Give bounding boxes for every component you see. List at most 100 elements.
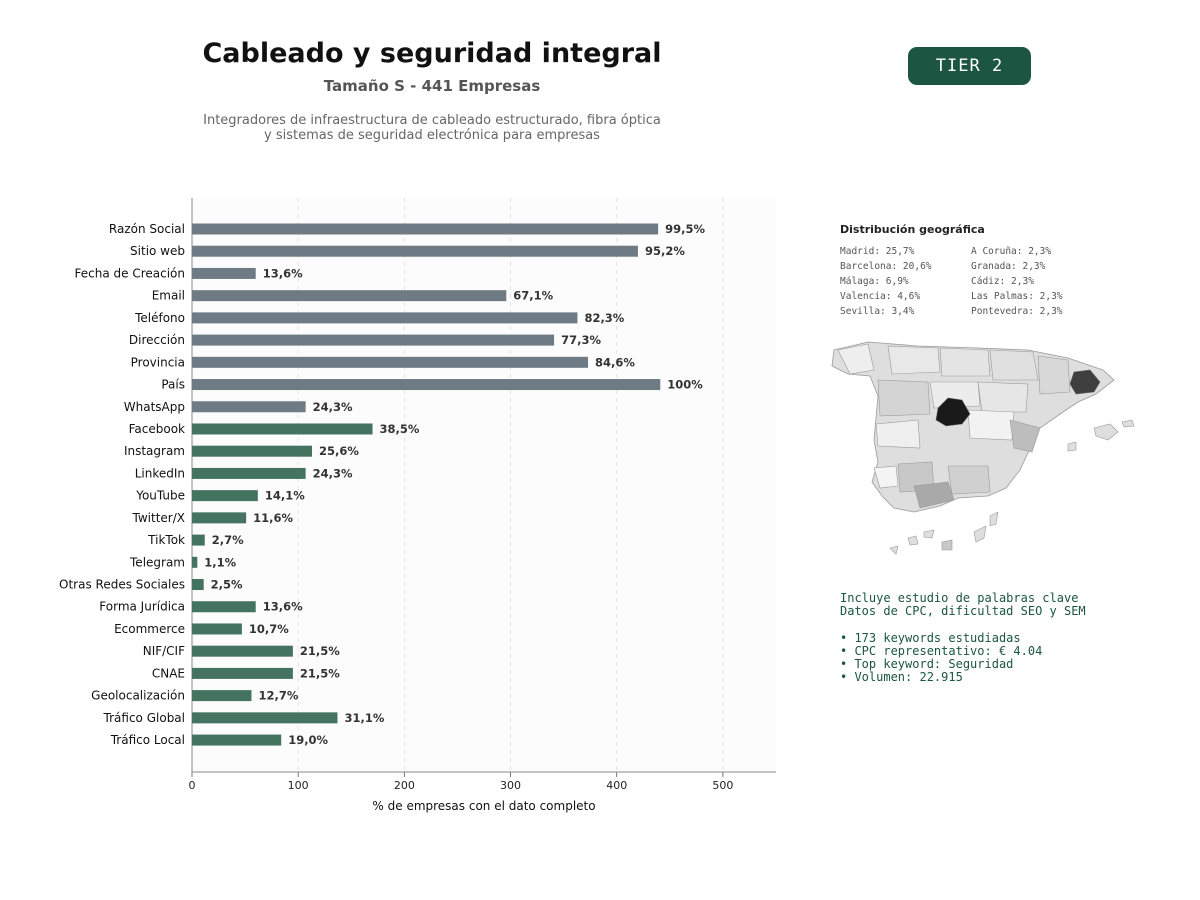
bar xyxy=(192,512,247,524)
x-tick-label: 200 xyxy=(394,779,415,792)
geo-item: Pontevedra: 2,3% xyxy=(971,306,1063,317)
description-line-1: Integradores de infraestructura de cable… xyxy=(203,113,661,128)
bar-value-label: 67,1% xyxy=(513,289,553,303)
bar xyxy=(192,267,256,279)
geo-item: Madrid: 25,7% xyxy=(840,246,915,257)
category-label: Razón Social xyxy=(109,222,185,236)
category-label: Teléfono xyxy=(134,311,185,325)
bar xyxy=(192,379,661,391)
geo-item: Cádiz: 2,3% xyxy=(971,276,1034,287)
bar-value-label: 82,3% xyxy=(584,311,624,325)
bar-value-label: 77,3% xyxy=(561,333,601,347)
spain-map xyxy=(831,341,1135,555)
bar xyxy=(192,734,282,746)
bar-value-label: 21,5% xyxy=(300,666,340,680)
bar xyxy=(192,712,338,724)
bar-value-label: 1,1% xyxy=(204,555,236,569)
category-label: NIF/CIF xyxy=(143,644,185,658)
map-ibiza xyxy=(1067,441,1077,452)
map-region xyxy=(873,465,899,489)
bar xyxy=(192,556,198,568)
map-region xyxy=(939,347,991,377)
category-label: WhatsApp xyxy=(124,400,185,414)
category-label: Geolocalización xyxy=(91,689,185,703)
bar-value-label: 2,7% xyxy=(212,533,244,547)
bar-value-label: 100% xyxy=(667,378,703,392)
bar-value-label: 19,0% xyxy=(288,733,328,747)
bar xyxy=(192,223,659,235)
map-region xyxy=(989,349,1039,381)
map-madrid xyxy=(935,397,971,427)
category-label: Forma Jurídica xyxy=(99,600,185,614)
map-region xyxy=(913,481,955,509)
map-barcelona xyxy=(1069,369,1101,395)
bar-value-label: 24,3% xyxy=(313,400,353,414)
geo-item: Las Palmas: 2,3% xyxy=(971,291,1063,302)
bar xyxy=(192,645,293,657)
category-label: Sitio web xyxy=(130,244,185,258)
bar xyxy=(192,667,293,679)
category-label: Provincia xyxy=(131,355,185,369)
bar-value-label: 84,6% xyxy=(595,355,635,369)
page-title: Cableado y seguridad integral xyxy=(202,38,662,69)
bar xyxy=(192,245,638,257)
geo-title: Distribución geográfica xyxy=(840,223,985,236)
description-line-2: y sistemas de seguridad electrónica para… xyxy=(264,128,600,143)
header: Cableado y seguridad integral Tamaño S -… xyxy=(150,38,714,143)
bar-chart: 0 100 200 300 400 500 Razón Social 99,5% Sitio w… xyxy=(59,198,776,813)
map-canary-4 xyxy=(941,539,953,551)
category-label: Facebook xyxy=(129,422,185,436)
map-region xyxy=(1009,419,1041,453)
bar-value-label: 2,5% xyxy=(211,578,243,592)
category-label: Dirección xyxy=(129,333,185,347)
bar xyxy=(192,690,252,702)
bar xyxy=(192,534,205,546)
bar-value-label: 38,5% xyxy=(380,422,420,436)
bar-value-label: 95,2% xyxy=(645,244,685,258)
plot-area xyxy=(192,198,776,772)
bar-value-label: 31,1% xyxy=(344,711,384,725)
geo-item: A Coruña: 2,3% xyxy=(971,246,1052,257)
keywords-bullet: • 173 keywords estudiadas xyxy=(840,630,1021,645)
bar-value-label: 25,6% xyxy=(319,444,359,458)
bar-value-label: 21,5% xyxy=(300,644,340,658)
bar xyxy=(192,623,242,635)
category-label: Telegram xyxy=(129,555,185,569)
category-label: Tráfico Global xyxy=(103,711,185,725)
map-region xyxy=(875,419,921,449)
bar-value-label: 24,3% xyxy=(313,466,353,480)
x-tick-label: 500 xyxy=(712,779,733,792)
category-label: Instagram xyxy=(124,444,185,458)
bar-value-label: 12,7% xyxy=(258,689,298,703)
map-region xyxy=(947,465,991,495)
map-region xyxy=(1037,355,1071,395)
map-region xyxy=(837,343,875,375)
x-tick-label: 100 xyxy=(288,779,309,792)
keywords-bullet: • Top keyword: Seguridad xyxy=(840,657,1014,672)
geo-list: Madrid: 25,7% A Coruña: 2,3% Barcelona: … xyxy=(840,246,1100,317)
x-tick-label: 400 xyxy=(606,779,627,792)
x-axis-label: % de empresas con el dato completo xyxy=(372,799,595,813)
map-region xyxy=(967,409,1015,441)
category-label: País xyxy=(161,378,185,392)
x-tick-label: 300 xyxy=(500,779,521,792)
bar-value-label: 13,6% xyxy=(263,266,303,280)
bar xyxy=(192,467,306,479)
map-region xyxy=(977,381,1029,413)
keywords-bullet: • Volumen: 22.915 xyxy=(840,670,963,685)
geo-item: Málaga: 6,9% xyxy=(840,276,909,287)
category-label: Otras Redes Sociales xyxy=(59,578,185,592)
category-label: Tráfico Local xyxy=(110,733,185,747)
bar-value-label: 11,6% xyxy=(253,511,293,525)
keywords-bullet: • CPC representativo: € 4.04 xyxy=(840,643,1043,658)
keywords-line-2: Datos de CPC, dificultad SEO y SEM xyxy=(840,604,1086,619)
category-label: Twitter/X xyxy=(132,511,185,525)
category-label: Email xyxy=(152,289,185,303)
bar xyxy=(192,423,373,435)
category-label: Fecha de Creación xyxy=(75,266,185,280)
bar xyxy=(192,401,306,413)
bar-value-label: 13,6% xyxy=(263,600,303,614)
category-label: Ecommerce xyxy=(114,622,185,636)
map-region xyxy=(887,345,941,375)
category-label: YouTube xyxy=(135,489,185,503)
